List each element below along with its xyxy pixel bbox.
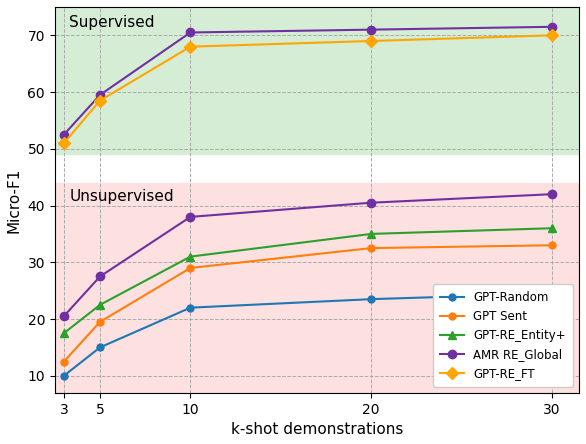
- Bar: [55, 7, 579, 155]
- Y-axis label: Micro-F1: Micro-F1: [7, 167, 22, 233]
- Text: Unsupervised: Unsupervised: [69, 189, 174, 203]
- X-axis label: k-shot demonstrations: k-shot demonstrations: [231, 422, 403, 437]
- Text: Supervised: Supervised: [69, 16, 155, 31]
- Legend: GPT-Random, GPT Sent, GPT-RE_Entity+, AMR RE_Global, GPT-RE_FT: GPT-Random, GPT Sent, GPT-RE_Entity+, AM…: [433, 284, 573, 387]
- Bar: [55, 183, 579, 393]
